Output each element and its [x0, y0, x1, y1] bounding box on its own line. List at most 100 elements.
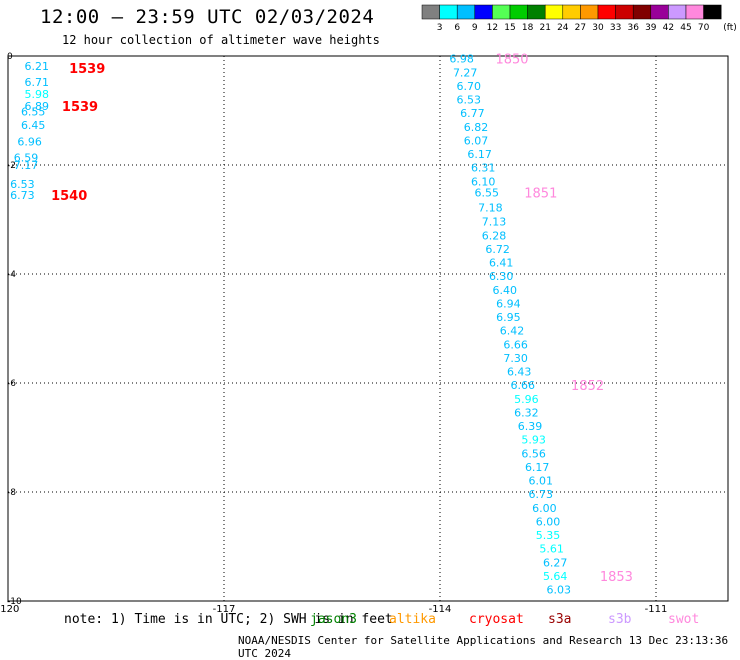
pass-time-label: 1852 [571, 379, 604, 394]
chart-title: 12:00 – 23:59 UTC 02/03/2024 [40, 6, 375, 28]
wave-height-label: 7.13 [482, 216, 507, 229]
legend-unit: (ft) [723, 23, 737, 33]
wave-height-label: 6.96 [17, 136, 42, 149]
legend-label: 15 [504, 23, 515, 33]
wave-height-label: 6.43 [507, 366, 532, 379]
wave-height-label: 6.45 [21, 119, 46, 132]
legend-swatch [439, 4, 458, 20]
satellite-label-s3a: s3a [548, 612, 572, 627]
wave-height-label: 7.17 [14, 159, 39, 172]
legend-label: 6 [454, 23, 460, 33]
legend-label: 36 [627, 23, 639, 33]
legend-swatch [562, 4, 581, 20]
legend-label: 33 [610, 23, 621, 33]
y-tick-label: 0 [7, 52, 13, 62]
wave-height-label: 6.00 [536, 515, 561, 528]
note-text: note: 1) Time is in UTC; 2) SWH is in fe… [64, 612, 393, 627]
wave-height-label: 6.32 [514, 406, 539, 419]
legend-label: 18 [522, 23, 534, 33]
legend-swatch [668, 4, 687, 20]
wave-height-label: 6.17 [525, 461, 550, 474]
wave-height-label: 6.56 [521, 447, 546, 460]
wave-height-label: 5.61 [539, 543, 564, 556]
legend-swatch [632, 4, 652, 20]
wave-height-label: 5.35 [536, 529, 561, 542]
x-tick-label: -114 [429, 604, 452, 615]
wave-height-label: 6.30 [489, 270, 514, 283]
satellite-label-cryosat: cryosat [469, 612, 524, 627]
wave-height-label: 6.39 [518, 420, 543, 433]
y-tick-label: -8 [7, 488, 16, 498]
legend-swatch [685, 4, 704, 20]
satellite-label-swot: swot [668, 612, 700, 627]
time-labels: 1539 1539 1540 1850 1851 1852 1853 [51, 53, 633, 585]
wave-height-label: 6.00 [532, 502, 557, 515]
wave-height-label: 6.01 [529, 475, 554, 488]
wave-height-label: 7.30 [503, 352, 528, 365]
wave-height-label: 6.89 [25, 100, 50, 113]
wave-height-label: 5.64 [543, 570, 568, 583]
wave-height-label: 7.18 [478, 202, 503, 215]
legend-label: 30 [592, 23, 604, 33]
pass-time-label: 1851 [524, 186, 557, 201]
legend-label: 42 [663, 23, 674, 33]
wave-height-label: 6.98 [449, 53, 474, 66]
legend-label: 45 [680, 23, 691, 33]
plot-frame [7, 55, 729, 602]
pass-time-label: 1539 [69, 62, 105, 77]
satellite-label-altika: altika [389, 612, 436, 627]
legend-label: 9 [472, 23, 478, 33]
legend-label: 27 [575, 23, 586, 33]
satellite-label-s3b: s3b [608, 612, 632, 627]
wave-height-label: 6.66 [511, 379, 536, 392]
wave-height-label: 6.71 [25, 76, 50, 89]
axis-ticks: -120-117-114-111-108-100-2-4-6-8-10 [0, 52, 668, 615]
wave-height-label: 6.82 [464, 121, 489, 134]
legend-swatch [597, 4, 616, 20]
wave-height-label: 6.66 [503, 338, 528, 351]
legend-swatch [456, 4, 476, 20]
legend-label: 21 [539, 23, 550, 33]
x-tick-label: -117 [213, 604, 236, 615]
wave-height-label: 6.10 [471, 175, 496, 188]
legend-swatch [580, 4, 599, 20]
y-tick-label: -6 [7, 379, 16, 389]
legend-swatch [650, 4, 669, 20]
legend-label: 12 [487, 23, 498, 33]
wave-height-label: 6.55 [21, 106, 46, 119]
wave-height-label: 6.73 [10, 189, 35, 202]
legend-swatch [492, 4, 511, 20]
legend-swatch [615, 4, 634, 20]
y-tick-label: -10 [7, 597, 22, 607]
legend-label: 70 [698, 23, 710, 33]
legend-label: 3 [437, 23, 443, 33]
wave-height-label: 6.53 [10, 178, 35, 191]
legend-swatch [703, 4, 722, 20]
wave-height-label: 6.73 [529, 488, 554, 501]
x-tick-label: -120 [0, 604, 19, 615]
x-tick-label: -111 [645, 604, 668, 615]
wave-height-label: 6.77 [460, 107, 485, 120]
wave-height-label: 6.31 [471, 162, 496, 175]
data-points: 6.216.715.986.896.556.456.966.597.176.53… [10, 53, 571, 597]
credit-text: NOAA/NESDIS Center for Satellite Applica… [238, 634, 729, 660]
legend-swatch [544, 4, 564, 20]
wave-height-label: 6.94 [496, 297, 521, 310]
wave-height-label: 6.72 [485, 243, 510, 256]
wave-height-label: 6.42 [500, 325, 525, 338]
wave-height-label: 6.40 [493, 284, 518, 297]
wave-height-label: 6.55 [475, 186, 500, 199]
legend-swatch [474, 4, 493, 20]
chart-subtitle: 12 hour collection of altimeter wave hei… [62, 33, 380, 47]
wave-height-label: 6.03 [547, 584, 572, 597]
wave-height-label: 6.27 [543, 556, 568, 569]
legend-swatch [527, 4, 546, 20]
legend-swatch [509, 4, 528, 20]
wave-height-label: 6.59 [14, 151, 39, 164]
pass-time-label: 1539 [62, 100, 98, 115]
wave-height-label: 6.95 [496, 311, 521, 324]
legend-label: 24 [557, 23, 569, 33]
pass-time-label: 1853 [600, 570, 633, 585]
y-tick-label: -4 [7, 270, 16, 280]
